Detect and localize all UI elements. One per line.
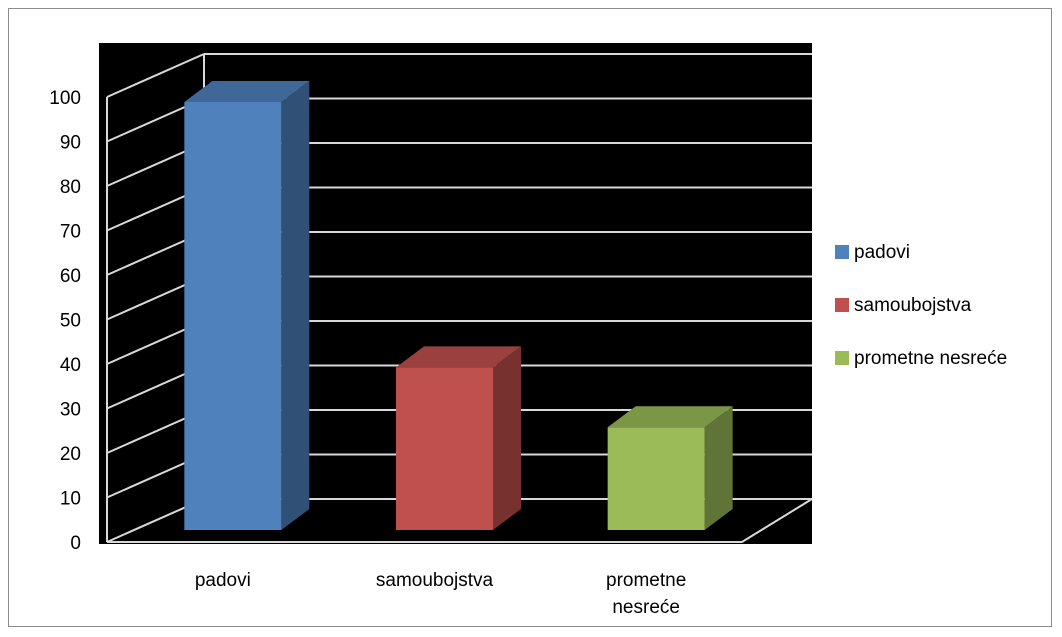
- side-wall-gridline: [106, 53, 205, 98]
- y-tick-label: 50: [60, 311, 81, 332]
- bar-side-face: [281, 81, 310, 530]
- legend-label: samoubojstva: [854, 295, 972, 316]
- bar-top-face: [396, 346, 521, 368]
- x-category-label: samoubojstva: [376, 570, 494, 591]
- bar-chart: 0 10 20 30 40 50 60 70 80 90 100 padovi samoubojstv…: [49, 43, 1007, 618]
- floor-edge: [107, 498, 813, 543]
- bar-front-face: [184, 102, 282, 530]
- y-tick-label: 0: [70, 533, 81, 554]
- legend-swatch: [835, 245, 849, 259]
- y-tick-label: 100: [49, 88, 81, 109]
- legend-swatch: [835, 351, 849, 365]
- x-category-label: nesreće: [612, 597, 680, 618]
- bar-side-face: [704, 406, 733, 530]
- bar-top-face: [184, 81, 310, 102]
- chart-frame: 0 10 20 30 40 50 60 70 80 90 100 padovi samoubojstv…: [8, 8, 1052, 627]
- y-tick-label: 80: [60, 177, 81, 198]
- y-tick-label: 40: [60, 355, 81, 376]
- bar-side-face: [493, 346, 521, 530]
- legend-swatch: [835, 298, 849, 312]
- y-tick-label: 60: [60, 266, 81, 287]
- bar-front-face: [607, 427, 705, 530]
- y-tick-label: 20: [60, 444, 81, 465]
- bar-top-face: [607, 406, 733, 428]
- x-category-label: prometne: [606, 570, 686, 591]
- bar-prometne-nesreće: [607, 406, 733, 530]
- legend-label: padovi: [854, 242, 910, 263]
- bar-padovi: [184, 81, 310, 530]
- y-tick-label: 90: [60, 133, 81, 154]
- y-tick-label: 70: [60, 222, 81, 243]
- legend-label: prometne nesreće: [854, 348, 1007, 369]
- y-tick-label: 30: [60, 400, 81, 421]
- x-category-label: padovi: [195, 570, 251, 591]
- bar-front-face: [396, 367, 493, 530]
- y-tick-label: 10: [60, 489, 81, 510]
- bar-samoubojstva: [396, 346, 521, 530]
